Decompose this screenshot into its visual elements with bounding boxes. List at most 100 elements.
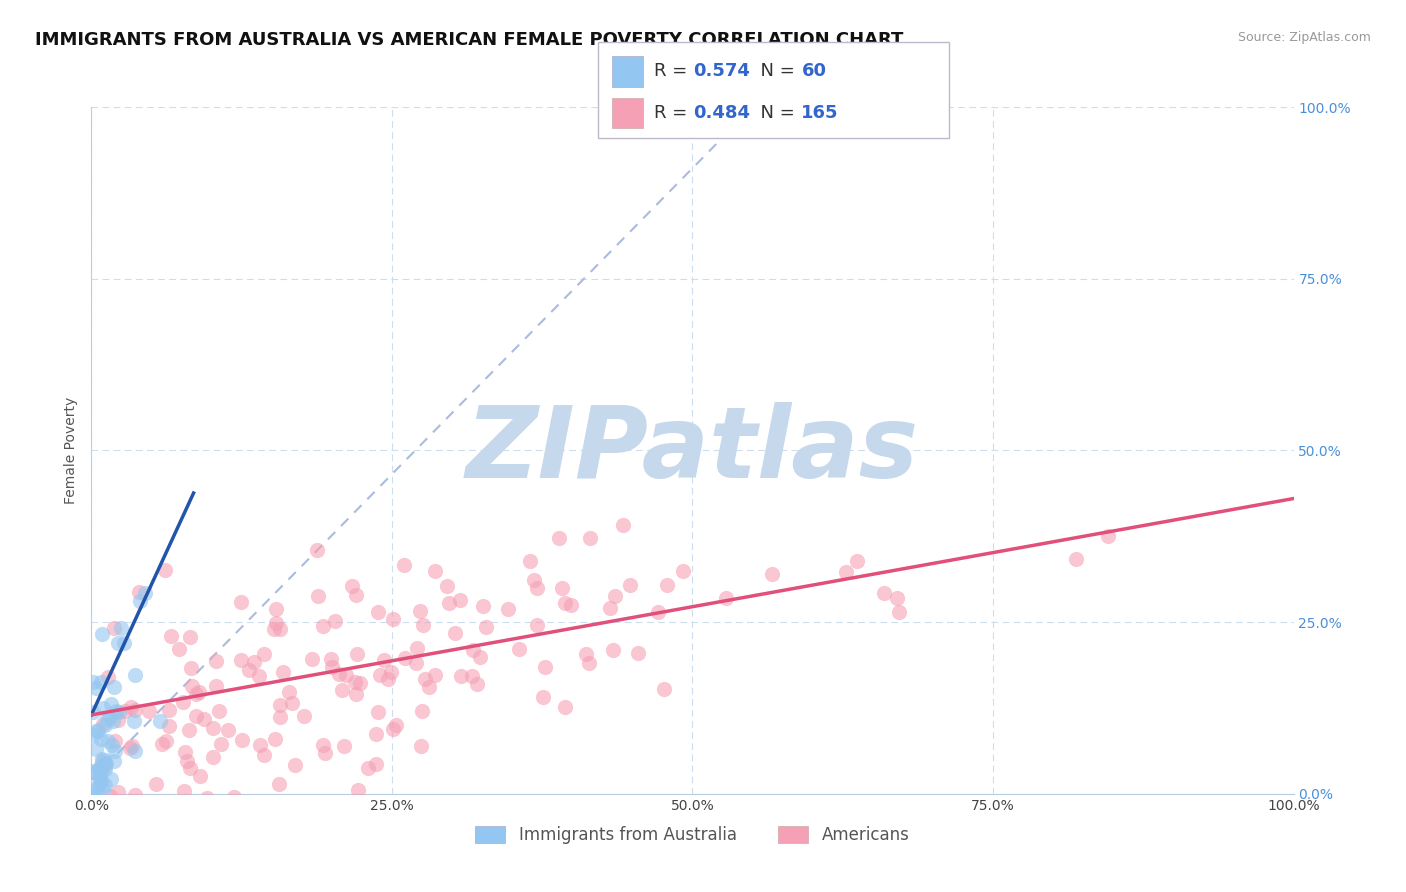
Point (281, 696, 304, 710)
Point (86, 800, 108, 814)
Point (121, 739, 143, 753)
Point (344, 588, 367, 602)
Point (366, 727, 388, 741)
Point (470, 650, 492, 665)
Point (305, 542, 328, 557)
Point (80, 788, 103, 802)
Point (328, 667, 350, 681)
Point (647, 605, 669, 619)
Point (364, 757, 387, 772)
Point (82, 820, 104, 834)
Point (253, 748, 276, 763)
Point (380, 665, 402, 680)
Point (408, 604, 430, 618)
Text: R =: R = (654, 104, 693, 122)
Point (90, 675, 112, 690)
Point (437, 596, 460, 610)
Point (519, 554, 541, 568)
Point (368, 668, 391, 682)
Point (264, 731, 287, 746)
Point (377, 672, 399, 686)
Point (188, 769, 211, 783)
Text: 60: 60 (801, 62, 827, 80)
Point (312, 619, 335, 633)
Point (90, 755, 112, 769)
Point (86, 724, 108, 739)
Point (619, 578, 641, 592)
Point (249, 738, 271, 752)
Point (128, 594, 150, 608)
Point (195, 791, 218, 805)
Point (104, 704, 127, 718)
Point (357, 760, 380, 774)
Point (554, 596, 576, 610)
Point (330, 682, 353, 697)
Point (612, 517, 634, 532)
Point (146, 800, 169, 814)
Point (173, 745, 195, 759)
Point (292, 709, 315, 723)
Point (344, 687, 367, 701)
Point (461, 642, 484, 657)
Point (264, 602, 287, 616)
Point (412, 617, 434, 632)
Point (200, 800, 222, 814)
Point (94, 757, 117, 772)
Point (332, 739, 354, 754)
Text: 0.574: 0.574 (693, 62, 749, 80)
Legend: Immigrants from Australia, Americans: Immigrants from Australia, Americans (468, 819, 917, 851)
Point (124, 703, 146, 717)
Point (124, 744, 146, 758)
Text: 0.484: 0.484 (693, 104, 751, 122)
Point (93, 778, 115, 792)
Point (835, 565, 858, 579)
Point (508, 642, 530, 657)
Point (112, 636, 135, 650)
Point (321, 660, 343, 674)
Point (91, 816, 114, 830)
Point (385, 718, 408, 732)
Point (145, 777, 167, 791)
Point (523, 574, 546, 588)
Point (307, 589, 329, 603)
Point (89, 773, 111, 788)
Point (714, 591, 737, 606)
Point (84, 742, 107, 756)
Point (423, 564, 446, 578)
Point (93, 758, 115, 772)
Point (82, 764, 104, 779)
Point (271, 665, 294, 679)
Point (394, 651, 416, 665)
Point (413, 672, 436, 686)
Point (554, 700, 576, 714)
Point (1097, 529, 1119, 543)
Point (86, 821, 108, 835)
Point (269, 777, 291, 791)
Y-axis label: Female Poverty: Female Poverty (65, 397, 79, 504)
Text: 165: 165 (801, 104, 839, 122)
Point (418, 680, 440, 694)
Point (277, 685, 299, 699)
Point (107, 713, 129, 727)
Point (97, 734, 120, 748)
Point (238, 663, 260, 677)
Point (321, 652, 343, 666)
Point (436, 579, 458, 593)
Point (269, 710, 291, 724)
Point (886, 591, 908, 606)
Point (343, 675, 366, 690)
Point (208, 704, 231, 718)
Point (188, 685, 211, 699)
Point (599, 600, 621, 615)
Point (89, 767, 111, 781)
Point (122, 714, 145, 728)
Point (335, 667, 357, 681)
Point (155, 734, 177, 748)
Point (411, 739, 433, 753)
Point (411, 705, 433, 719)
Point (269, 698, 291, 713)
Point (201, 721, 224, 735)
Point (128, 584, 150, 599)
Point (1064, 551, 1087, 566)
Point (124, 788, 146, 802)
